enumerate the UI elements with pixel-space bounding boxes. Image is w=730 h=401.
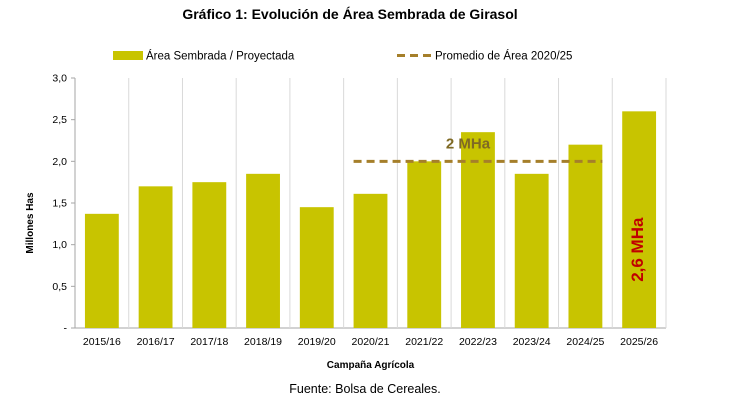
- x-tick-label: 2017/18: [190, 336, 228, 348]
- x-tick-label: 2018/19: [244, 336, 282, 348]
- y-axis-title: Millones Has: [25, 192, 36, 254]
- x-tick-label: 2024/25: [566, 336, 604, 348]
- bar-2016-17: [138, 186, 173, 328]
- x-tick-label: 2019/20: [298, 336, 336, 348]
- bar-2015-16: [84, 213, 119, 328]
- y-tick-label: 0,5: [52, 281, 67, 293]
- legend-swatch-area: [113, 51, 143, 60]
- bar-2025-26: [622, 111, 657, 328]
- y-tick-label: 3,0: [52, 73, 67, 85]
- y-tick-label: 2,0: [52, 156, 67, 168]
- bar-2018-19: [246, 173, 280, 328]
- y-tick-label: -: [64, 323, 68, 335]
- legend-label-area: Área Sembrada / Proyectada: [146, 50, 295, 63]
- bar-2024-25: [568, 144, 603, 328]
- x-tick-label: 2022/23: [459, 336, 497, 348]
- average-annotation: 2 MHa: [446, 135, 491, 152]
- x-tick-label: 2015/16: [83, 336, 121, 348]
- plot-area: - 0,5 1,0 1,5 2,0 2,5 3,0 2015/16 2016/17 2017/18…: [25, 73, 667, 371]
- x-tick-label: 2016/17: [137, 336, 175, 348]
- legend-label-average: Promedio de Área 2020/25: [435, 50, 572, 63]
- bar-2020-21: [353, 193, 388, 328]
- bar-2019-20: [299, 207, 334, 328]
- x-tick-label: 2021/22: [405, 336, 443, 348]
- bar-2023-24: [514, 173, 549, 328]
- x-axis-title: Campaña Agrícola: [327, 360, 415, 371]
- bar-2017-18: [192, 182, 227, 328]
- y-tick-label: 1,0: [52, 239, 67, 251]
- bar-2022-23: [461, 132, 495, 328]
- source-note: Fuente: Bolsa de Cereales.: [289, 382, 441, 396]
- y-tick-label: 2,5: [52, 114, 67, 126]
- x-tick-label: 2020/21: [352, 336, 390, 348]
- bar-2021-22: [407, 161, 442, 328]
- projection-annotation: 2,6 MHa: [628, 217, 647, 282]
- x-tick-label: 2023/24: [513, 336, 551, 348]
- legend: Área Sembrada / Proyectada Promedio de Ár…: [113, 50, 572, 63]
- y-tick-label: 1,5: [52, 198, 67, 210]
- x-tick-label: 2025/26: [620, 336, 658, 348]
- chart-title: Gráfico 1: Evolución de Área Sembrada de…: [182, 6, 518, 22]
